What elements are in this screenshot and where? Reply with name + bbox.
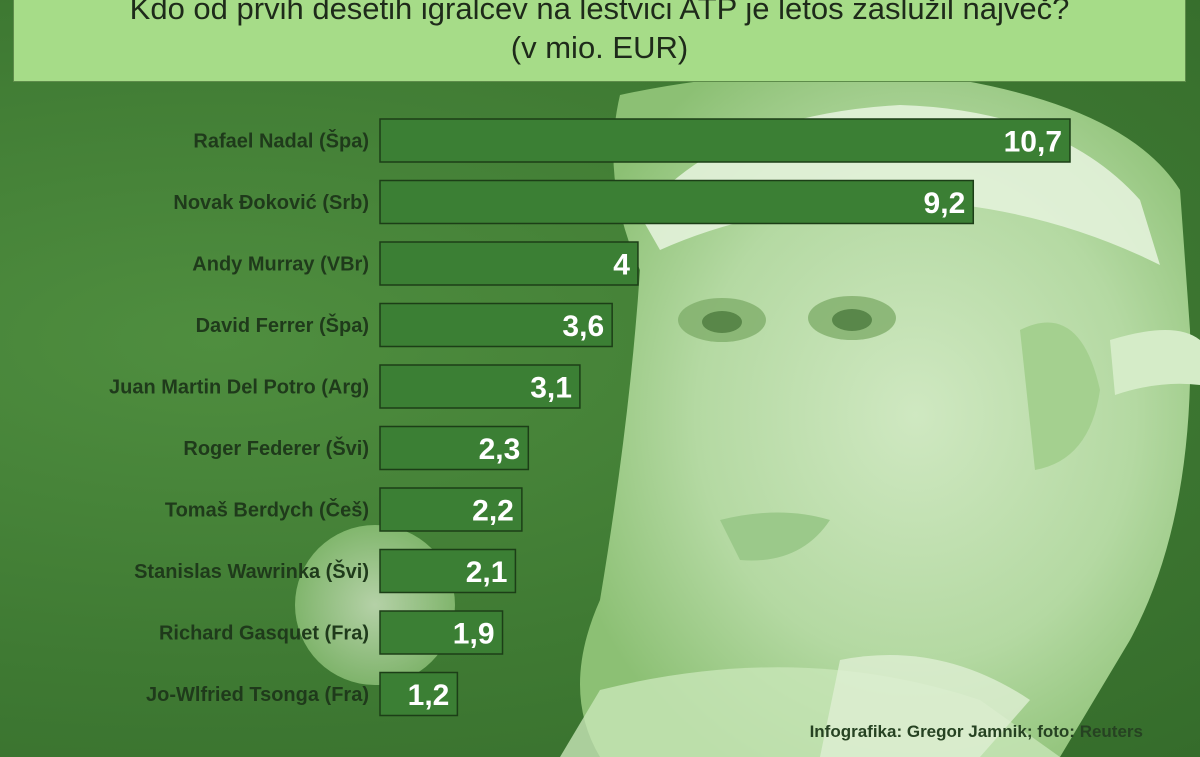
bar (379, 671, 459, 717)
category-label: Tomaš Berdych (Češ) (165, 498, 369, 522)
category-label: Novak Đoković (Srb) (173, 192, 369, 214)
value-label: 2,3 (479, 433, 521, 466)
category-label: David Ferrer (Špa) (196, 313, 369, 337)
value-label: 2,1 (466, 556, 508, 589)
bar (379, 610, 504, 655)
value-label: 3,1 (530, 372, 572, 405)
value-label: 4 (613, 249, 630, 282)
value-label: 3,6 (562, 310, 604, 343)
bar (379, 241, 639, 286)
credit-text: Infografika: Gregor Jamnik; foto: Reuter… (809, 722, 1143, 741)
title-box: Kdo od prvih desetih igralcev na lestvic… (13, 0, 1186, 82)
value-label: 1,9 (453, 618, 495, 651)
value-label: 1,2 (408, 679, 450, 712)
value-label: 10,7 (1004, 126, 1062, 159)
category-label: Rafael Nadal (Špa) (193, 129, 369, 153)
chart-subtitle: (v mio. EUR) (510, 30, 689, 65)
category-label: Richard Gasquet (Fra) (159, 623, 369, 645)
value-label: 9,2 (924, 187, 966, 220)
bar (379, 118, 1071, 163)
bar (379, 364, 581, 409)
category-label: Stanislas Wawrinka (Švi) (134, 559, 369, 583)
bar (379, 425, 530, 471)
value-label: 2,2 (472, 495, 514, 528)
bar (379, 548, 517, 594)
chart-title: Kdo od prvih desetih igralcev na lestvic… (129, 0, 1070, 26)
category-label: Jo-Wlfried Tsonga (Fra) (146, 684, 369, 706)
bar (379, 179, 975, 225)
bar (379, 302, 613, 348)
category-label: Andy Murray (VBr) (192, 254, 369, 276)
bar (379, 487, 523, 532)
category-label: Juan Martin Del Potro (Arg) (109, 377, 369, 399)
category-label: Roger Federer (Švi) (183, 436, 369, 460)
